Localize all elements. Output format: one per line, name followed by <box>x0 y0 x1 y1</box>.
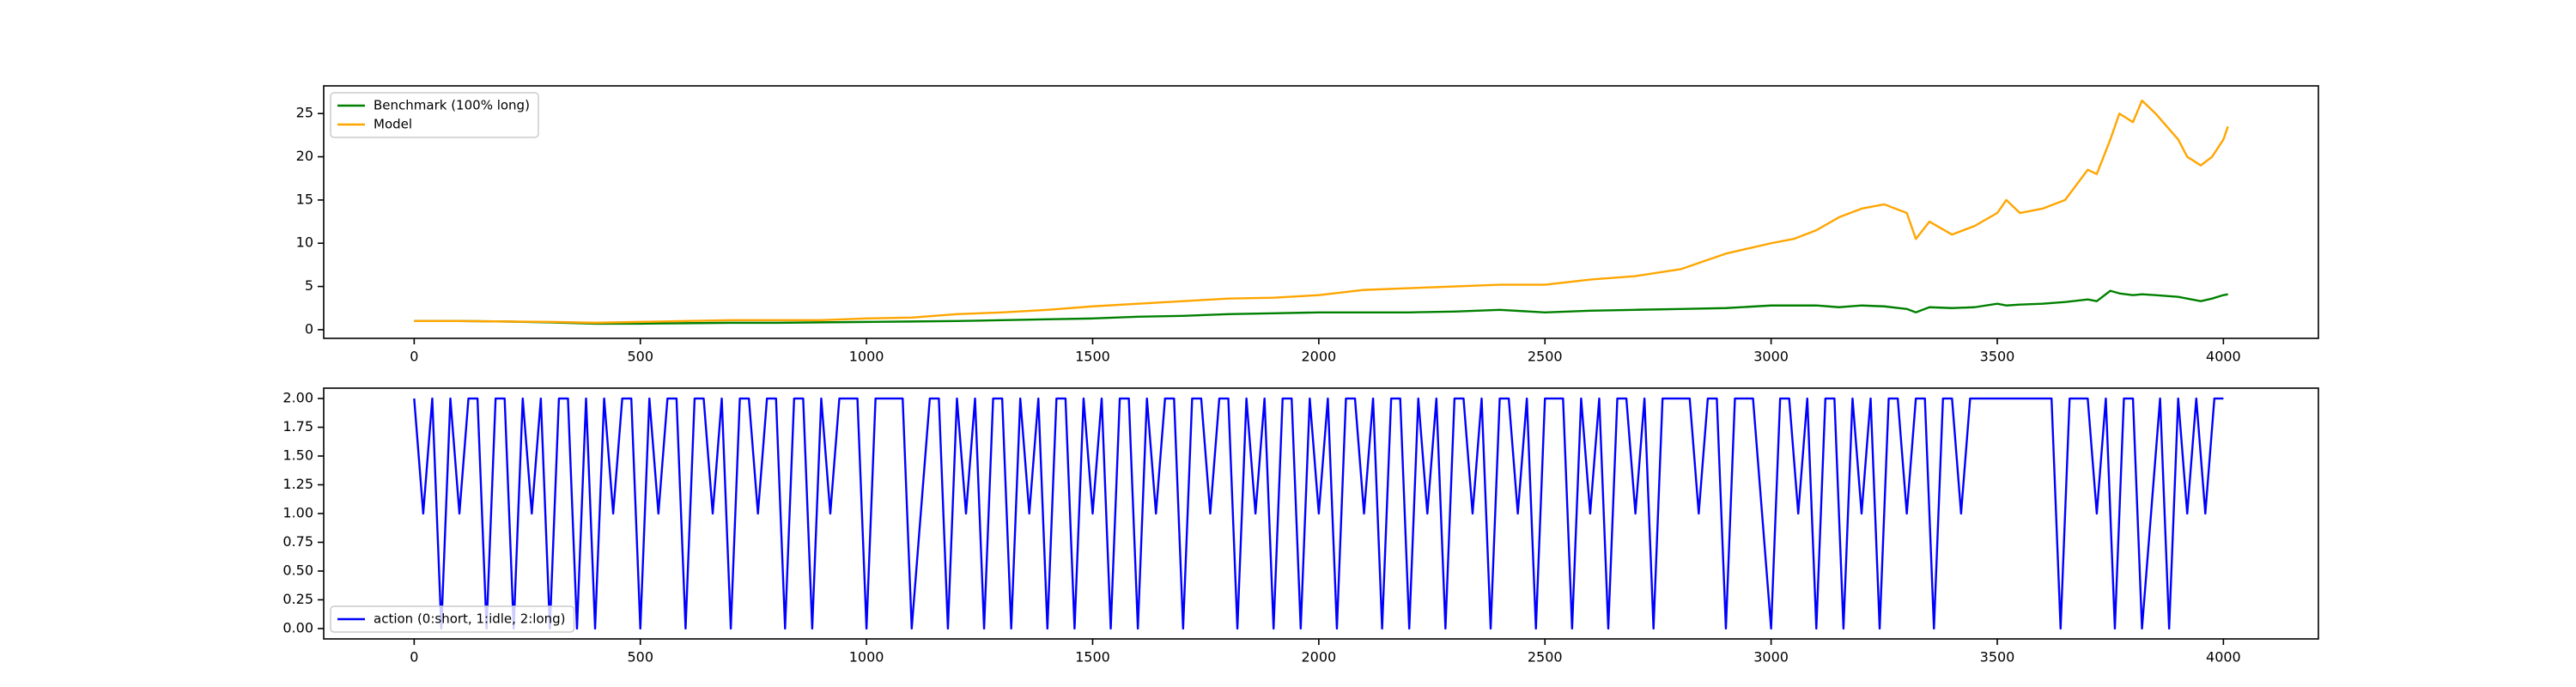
x-tick-label: 3000 <box>1753 649 1789 666</box>
x-tick-label: 1500 <box>1075 649 1110 666</box>
x-tick-label: 500 <box>627 649 653 666</box>
y-tick-label: 15 <box>296 191 313 207</box>
y-tick-label: 1.25 <box>283 476 313 492</box>
axes-frame <box>323 387 2319 640</box>
x-tick-label: 2500 <box>1528 649 1563 666</box>
y-tick-label: 10 <box>296 234 313 251</box>
data-line <box>414 99 2229 325</box>
legend-box <box>330 605 575 633</box>
y-tick-label: 0.00 <box>283 619 313 635</box>
subplot: 0 500 1000 1500 2000 2500 3000 3500 4000 0.00 0.25… <box>283 387 2319 666</box>
axes-frame <box>323 85 2319 339</box>
y-tick-label: 1.75 <box>283 418 313 435</box>
x-tick-label: 3500 <box>1980 349 2015 365</box>
x-tick-label: 1000 <box>849 649 884 666</box>
y-tick-label: 1.50 <box>283 447 313 464</box>
y-tick-label: 25 <box>296 105 313 121</box>
x-tick-label: 500 <box>627 349 653 365</box>
legend-label: Model <box>374 117 412 132</box>
y-tick-label: 20 <box>296 148 313 164</box>
x-tick-label: 2500 <box>1528 349 1563 365</box>
x-tick-label: 2000 <box>1302 349 1337 365</box>
x-tick-label: 0 <box>410 349 418 365</box>
y-tick-label: 5 <box>305 277 313 294</box>
legend-box <box>330 92 539 138</box>
data-line <box>413 397 2224 630</box>
y-tick-label: 0.25 <box>283 591 313 607</box>
x-tick-label: 3000 <box>1753 349 1789 365</box>
legend: Benchmark (100% long) Model <box>330 92 539 138</box>
data-line <box>414 289 2228 325</box>
x-tick-label: 4000 <box>2206 649 2241 666</box>
legend-label: Benchmark (100% long) <box>374 98 530 113</box>
x-tick-label: 2000 <box>1302 649 1337 666</box>
x-tick-label: 4000 <box>2206 349 2241 365</box>
x-tick-label: 3500 <box>1980 649 2015 666</box>
y-tick-label: 0.75 <box>283 533 313 550</box>
x-tick-label: 0 <box>410 649 418 666</box>
y-tick-label: 0.50 <box>283 562 313 578</box>
y-tick-label: 1.00 <box>283 505 313 521</box>
legend: action (0:short, 1:idle, 2:long) <box>330 605 575 633</box>
y-tick-label: 2.00 <box>283 390 313 406</box>
subplot: 0 500 1000 1500 2000 2500 3000 3500 4000 0 5 10 15 20… <box>296 85 2319 365</box>
y-tick-label: 0 <box>305 320 313 337</box>
legend-label: action (0:short, 1:idle, 2:long) <box>374 611 566 627</box>
x-tick-label: 1000 <box>849 349 884 365</box>
x-tick-label: 1500 <box>1075 349 1110 365</box>
